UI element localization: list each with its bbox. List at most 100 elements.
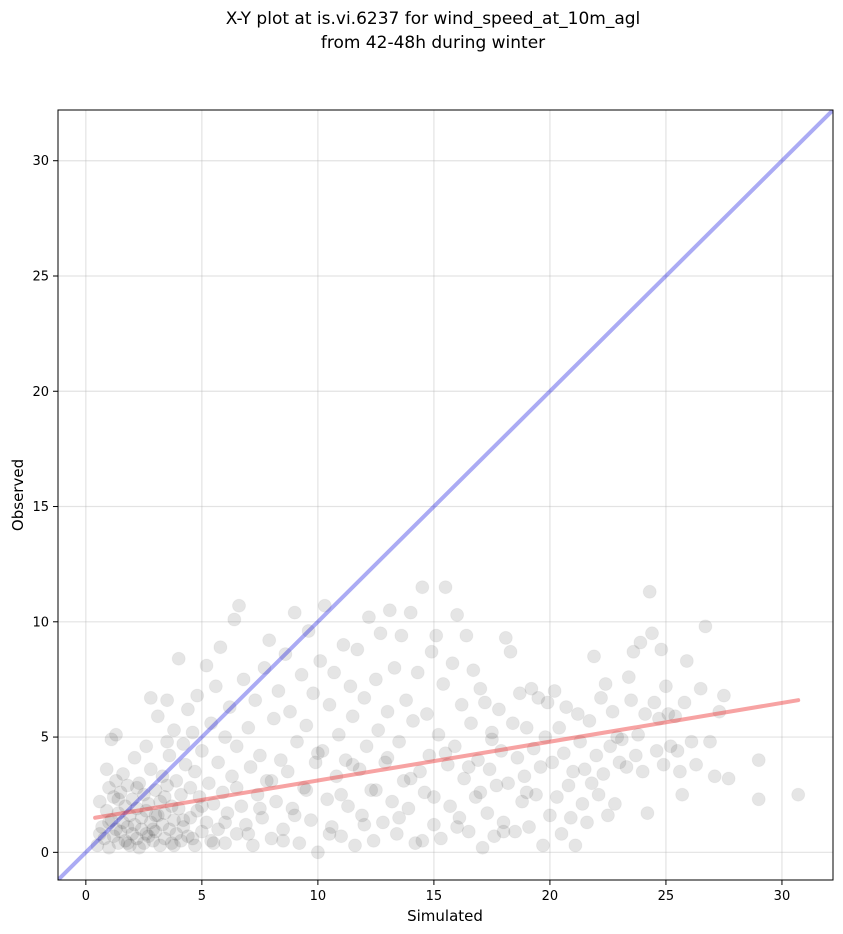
data-point: [157, 831, 172, 846]
data-point: [169, 826, 184, 841]
data-point: [234, 799, 249, 814]
data-point: [292, 836, 307, 851]
data-point: [350, 642, 365, 657]
data-point: [122, 808, 137, 823]
data-point: [614, 732, 629, 747]
data-point: [524, 681, 539, 696]
data-point: [672, 764, 687, 779]
data-point: [139, 826, 154, 841]
data-point: [146, 833, 161, 848]
data-point: [628, 748, 643, 763]
y-tick-label-6: 30: [32, 154, 49, 169]
data-point: [322, 826, 337, 841]
data-point: [352, 762, 367, 777]
data-point: [698, 619, 713, 634]
data-point: [222, 700, 237, 715]
data-point: [380, 750, 395, 765]
axis-ticks: 0 5 10 15 20 25 30 0 5 10 15 20 25 30: [32, 154, 790, 904]
data-point: [408, 836, 423, 851]
data-point: [355, 808, 369, 823]
data-point: [176, 813, 191, 828]
data-point: [573, 734, 588, 749]
data-point: [638, 707, 653, 721]
data-point: [218, 815, 233, 830]
data-point: [262, 633, 277, 648]
data-point: [447, 739, 462, 754]
data-point: [271, 684, 286, 698]
data-point: [183, 810, 198, 825]
data-point: [570, 707, 585, 721]
data-point: [106, 790, 121, 804]
data-point: [508, 824, 523, 839]
data-point: [229, 826, 244, 841]
data-point: [621, 670, 636, 685]
fit-line: [93, 698, 801, 820]
data-point: [248, 693, 263, 708]
data-point: [661, 707, 676, 721]
data-point: [392, 734, 407, 749]
data-point: [241, 826, 256, 841]
data-point: [183, 780, 198, 795]
data-point: [102, 815, 116, 830]
grid: [58, 110, 833, 880]
data-point: [361, 610, 376, 625]
data-point: [645, 626, 659, 641]
data-point: [431, 727, 446, 742]
data-point: [484, 732, 499, 747]
data-point: [92, 826, 107, 841]
data-point: [113, 785, 128, 800]
data-point: [104, 732, 119, 747]
data-point: [157, 790, 172, 804]
data-point: [213, 640, 228, 655]
identity-line: [58, 110, 833, 880]
data-point: [484, 725, 499, 740]
data-point: [394, 628, 409, 643]
data-point: [308, 755, 323, 770]
data-point: [624, 693, 639, 708]
data-point: [187, 764, 202, 779]
data-point: [218, 836, 233, 851]
data-point: [503, 644, 518, 659]
data-point: [190, 803, 205, 818]
data-point: [584, 776, 599, 791]
data-point: [378, 755, 393, 770]
data-point: [519, 785, 534, 800]
data-point: [587, 649, 601, 664]
data-point: [299, 783, 314, 798]
data-point: [99, 762, 114, 777]
data-point: [320, 792, 335, 807]
data-point: [218, 730, 233, 745]
data-point: [392, 810, 407, 825]
data-point: [450, 820, 465, 834]
data-point: [297, 780, 311, 795]
data-point: [229, 780, 244, 795]
data-point: [707, 769, 722, 784]
data-point: [164, 799, 179, 814]
y-axis-label: Observed: [9, 459, 27, 531]
data-point: [171, 651, 186, 666]
data-point: [368, 672, 383, 687]
data-point: [466, 663, 481, 678]
data-point: [396, 773, 411, 788]
data-point: [129, 831, 144, 846]
data-point: [229, 739, 244, 754]
data-point: [751, 792, 766, 807]
data-point: [385, 794, 400, 809]
data-point: [169, 773, 184, 788]
data-point: [264, 773, 279, 788]
data-point: [477, 695, 492, 710]
data-point: [238, 817, 253, 832]
data-point: [438, 580, 453, 595]
data-point: [647, 695, 662, 710]
data-point: [106, 829, 121, 844]
x-axis-label: Simulated: [407, 907, 483, 925]
data-point: [104, 813, 119, 828]
data-point: [118, 799, 133, 814]
data-point: [450, 607, 465, 622]
data-point: [559, 700, 574, 715]
data-point: [600, 808, 615, 823]
data-point: [174, 833, 188, 848]
data-point: [276, 822, 291, 837]
data-point: [582, 713, 597, 728]
data-point: [649, 743, 664, 758]
